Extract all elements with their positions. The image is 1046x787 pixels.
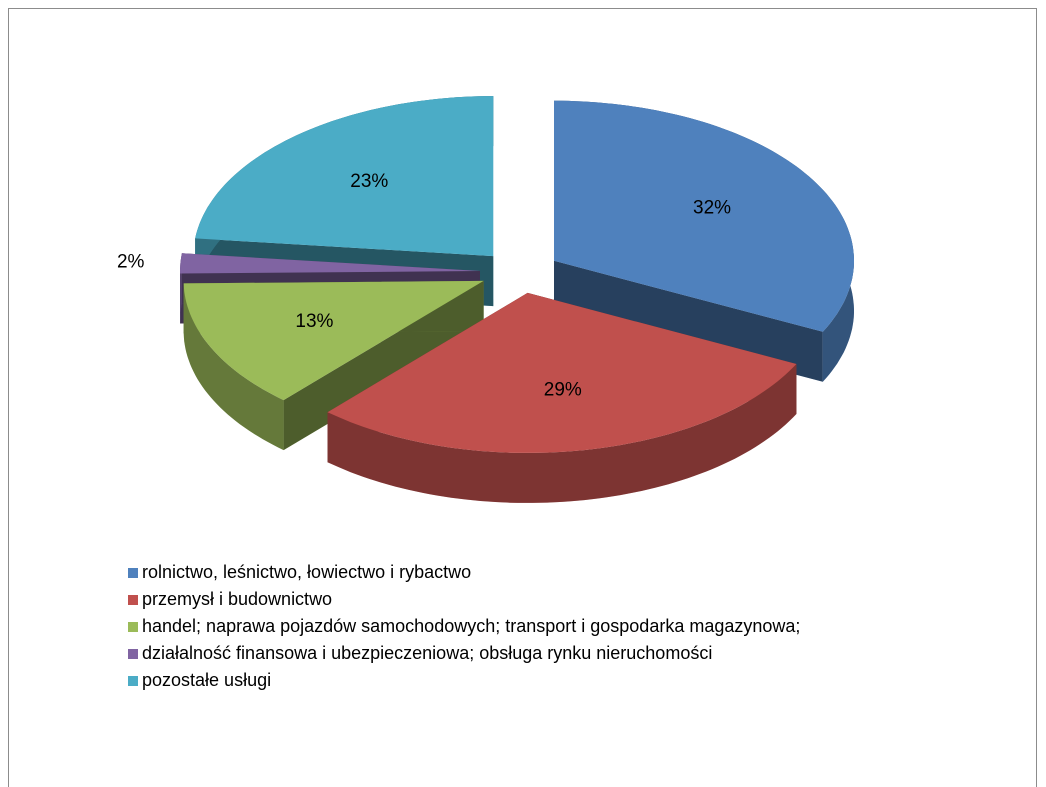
legend-swatch	[128, 595, 138, 605]
slice	[180, 253, 480, 274]
slice	[195, 96, 494, 257]
slice	[183, 280, 484, 401]
legend-swatch	[128, 676, 138, 686]
slice-side-shade	[327, 364, 797, 503]
legend-swatch	[128, 622, 138, 632]
legend-label: działalność finansowa i ubezpieczeniowa;…	[142, 643, 712, 663]
data-label: 13%	[295, 311, 333, 332]
legend-label: handel; naprawa pojazdów samochodowych; …	[142, 616, 800, 636]
legend-label: rolnictwo, leśnictwo, łowiectwo i rybact…	[142, 562, 471, 582]
legend-label: przemysł i budownictwo	[142, 589, 332, 609]
slice-side-shade	[183, 283, 284, 451]
data-label: 23%	[350, 171, 388, 192]
slice	[554, 100, 854, 332]
data-label: 32%	[693, 197, 731, 218]
legend-swatch	[128, 649, 138, 659]
data-label: 29%	[544, 379, 582, 400]
slice-side	[327, 364, 797, 503]
slice-side	[183, 283, 284, 451]
slice-wall-shade	[554, 260, 823, 382]
data-label: 2%	[117, 251, 145, 272]
legend-swatch	[128, 568, 138, 578]
legend-label: pozostałe usługi	[142, 670, 271, 690]
slice	[327, 292, 797, 453]
